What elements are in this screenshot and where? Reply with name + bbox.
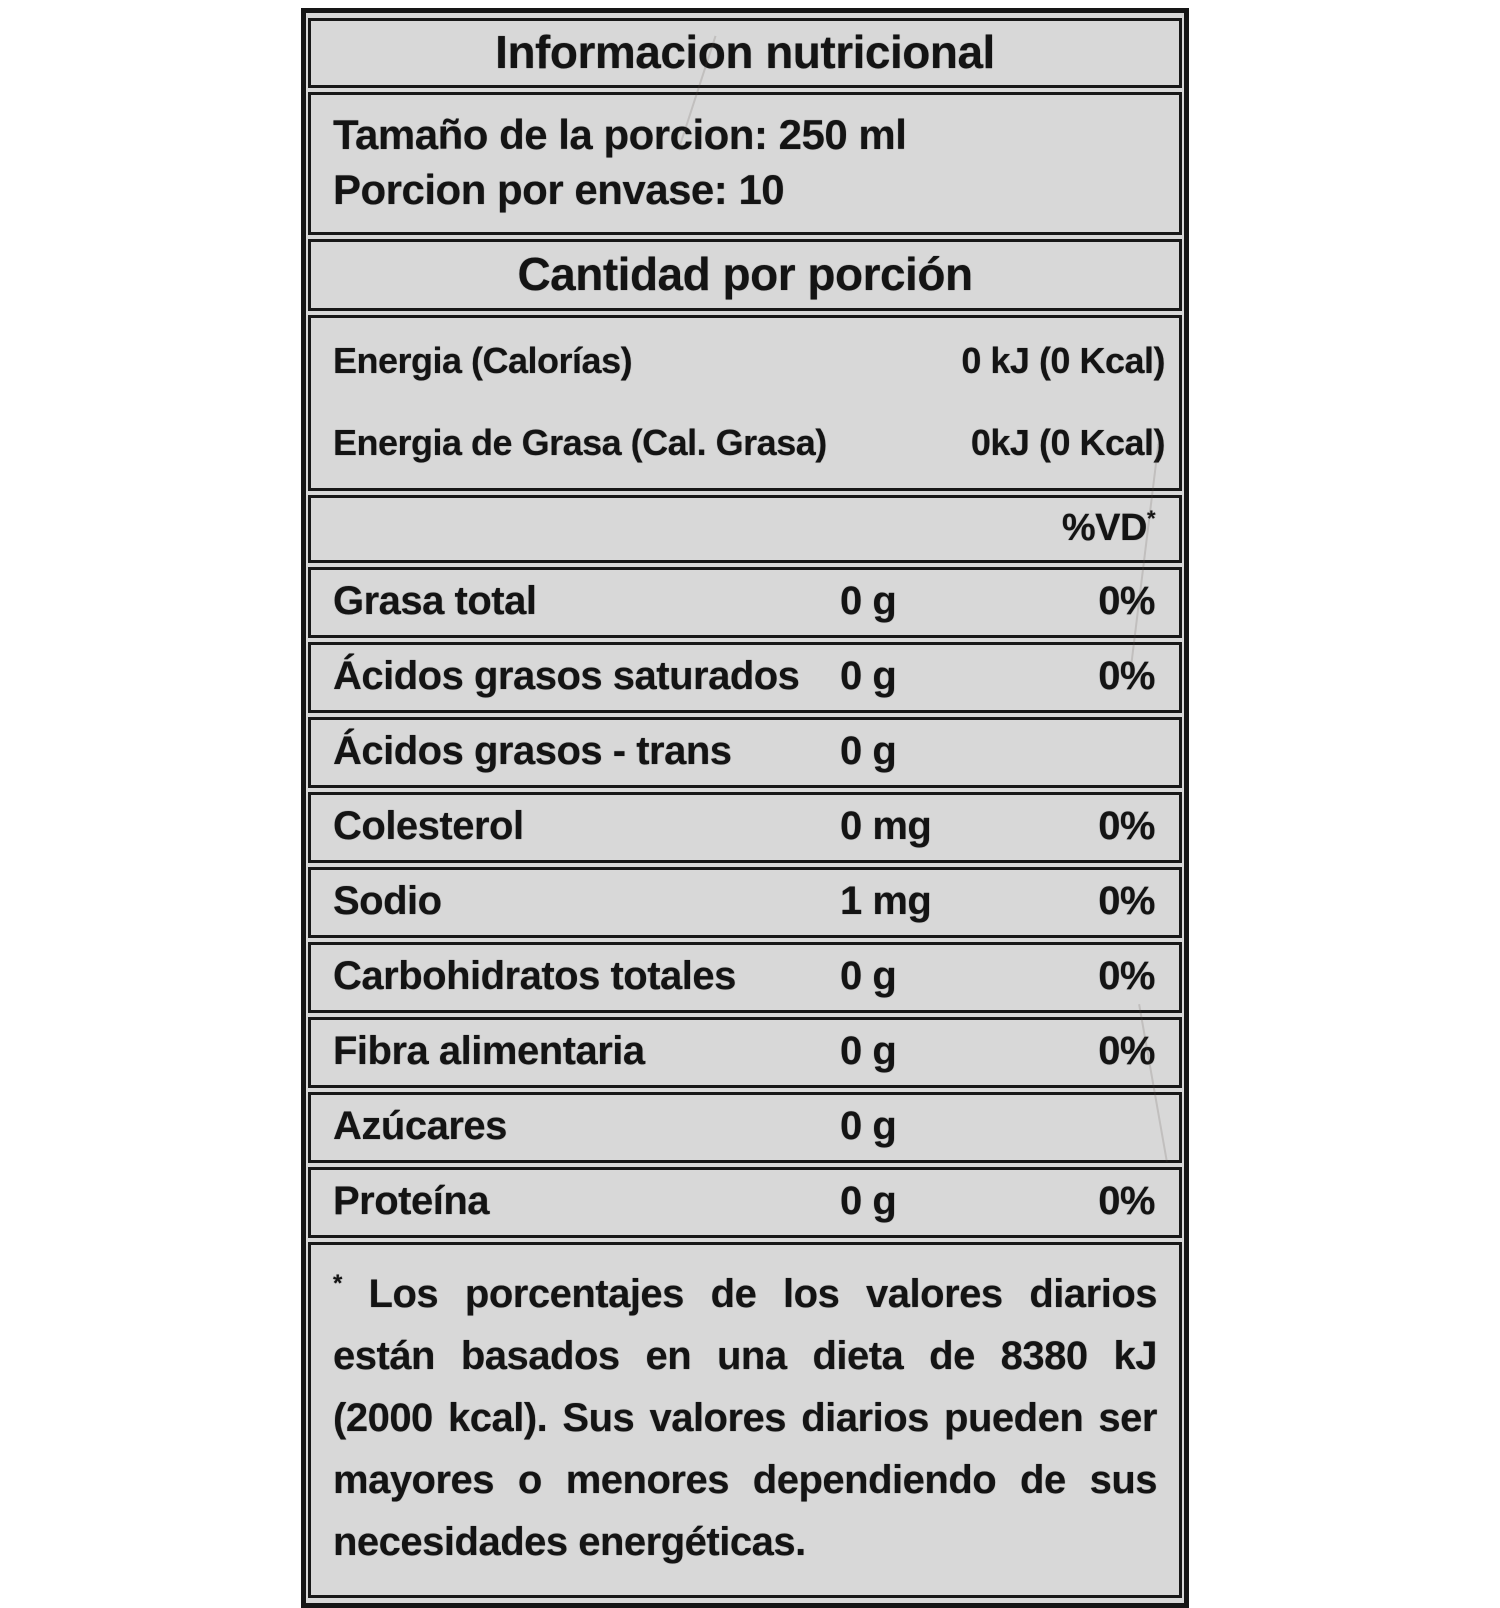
servings-per-container-line: Porcion por envase: 10	[333, 166, 785, 214]
nutrient-amount: 0 g	[840, 728, 897, 773]
nutrient-amount: 0 g	[840, 653, 897, 698]
nutrient-row-carbohidratos: Carbohidratos totales 0 g 0%	[308, 941, 1182, 1013]
nutrient-dv: 0%	[1098, 1028, 1155, 1073]
nutrient-row-sodio: Sodio 1 mg 0%	[308, 866, 1182, 938]
nutrient-name: Proteína	[333, 1178, 490, 1223]
nutrient-name: Azúcares	[333, 1103, 507, 1148]
nutrient-amount: 0 g	[840, 953, 897, 998]
footnote-cell: * Los porcentajes de los valores diarios…	[308, 1241, 1182, 1598]
nutrient-name: Ácidos grasos - trans	[333, 728, 732, 773]
nutrient-row-fibra: Fibra alimentaria 0 g 0%	[308, 1016, 1182, 1088]
nutrient-name: Fibra alimentaria	[333, 1028, 645, 1073]
nutrient-amount: 0 g	[840, 1028, 897, 1073]
serving-info-cell: Tamaño de la porcion: 250 ml Porcion por…	[308, 92, 1182, 235]
nutrient-amount: 0 g	[840, 578, 897, 623]
nutrition-facts-label: Informacion nutricional Tamaño de la por…	[301, 8, 1189, 1608]
energy-value: 0 kJ (0 Kcal)	[961, 339, 1165, 381]
amount-per-serving-cell: Cantidad por porción	[308, 238, 1182, 311]
nutrient-amount: 0 g	[840, 1103, 897, 1148]
nutrient-name: Colesterol	[333, 803, 524, 848]
energy-fat-value: 0kJ (0 Kcal)	[970, 421, 1166, 463]
nutrient-name: Sodio	[333, 878, 442, 923]
nutrient-row-colesterol: Colesterol 0 mg 0%	[308, 791, 1182, 863]
nutrient-amount: 1 mg	[840, 878, 932, 923]
nutrient-row-azucares: Azúcares 0 g	[308, 1091, 1182, 1163]
nutrient-amount: 0 mg	[840, 803, 932, 848]
amount-per-serving-header: Cantidad por porción	[517, 247, 973, 300]
footnote-text: Los porcentajes de los valores diarios e…	[333, 1271, 1158, 1564]
serving-size-line: Tamaño de la porcion: 250 ml	[333, 111, 907, 158]
label-title-cell: Informacion nutricional	[308, 18, 1182, 88]
nutrient-dv: 0%	[1098, 653, 1155, 698]
nutrient-dv: 0%	[1098, 578, 1155, 623]
nutrient-dv: 0%	[1098, 803, 1155, 848]
nutrient-row-grasos-trans: Ácidos grasos - trans 0 g	[308, 716, 1182, 788]
nutrient-row-proteina: Proteína 0 g 0%	[308, 1166, 1182, 1238]
nutrient-amount: 0 g	[840, 1178, 897, 1223]
energy-cell: Energia (Calorías) 0 kJ (0 Kcal) Energia…	[308, 314, 1182, 491]
energy-name: Energia (Calorías)	[333, 339, 633, 381]
nutrient-name: Grasa total	[333, 578, 537, 623]
nutrient-dv: 0%	[1098, 1178, 1155, 1223]
nutrient-row-grasa-total: Grasa total 0 g 0%	[308, 566, 1182, 638]
nutrient-dv: 0%	[1098, 878, 1155, 923]
nutrition-label-wrap: Informacion nutricional Tamaño de la por…	[301, 8, 1189, 1608]
energy-row: Energia (Calorías) 0 kJ (0 Kcal)	[333, 340, 1165, 382]
daily-value-header: %VD	[1061, 506, 1148, 549]
daily-value-header-cell: %VD*	[308, 494, 1182, 563]
daily-value-footnote-marker: *	[1146, 505, 1156, 531]
nutrient-name: Carbohidratos totales	[333, 953, 736, 998]
footnote-marker: *	[333, 1269, 342, 1297]
label-title: Informacion nutricional	[495, 26, 995, 78]
nutrient-name: Ácidos grasos saturados	[333, 653, 800, 698]
nutrient-row-grasos-saturados: Ácidos grasos saturados 0 g 0%	[308, 641, 1182, 713]
energy-fat-row: Energia de Grasa (Cal. Grasa) 0kJ (0 Kca…	[333, 421, 1166, 464]
energy-fat-name: Energia de Grasa (Cal. Grasa)	[333, 421, 827, 463]
nutrient-dv: 0%	[1098, 953, 1155, 998]
